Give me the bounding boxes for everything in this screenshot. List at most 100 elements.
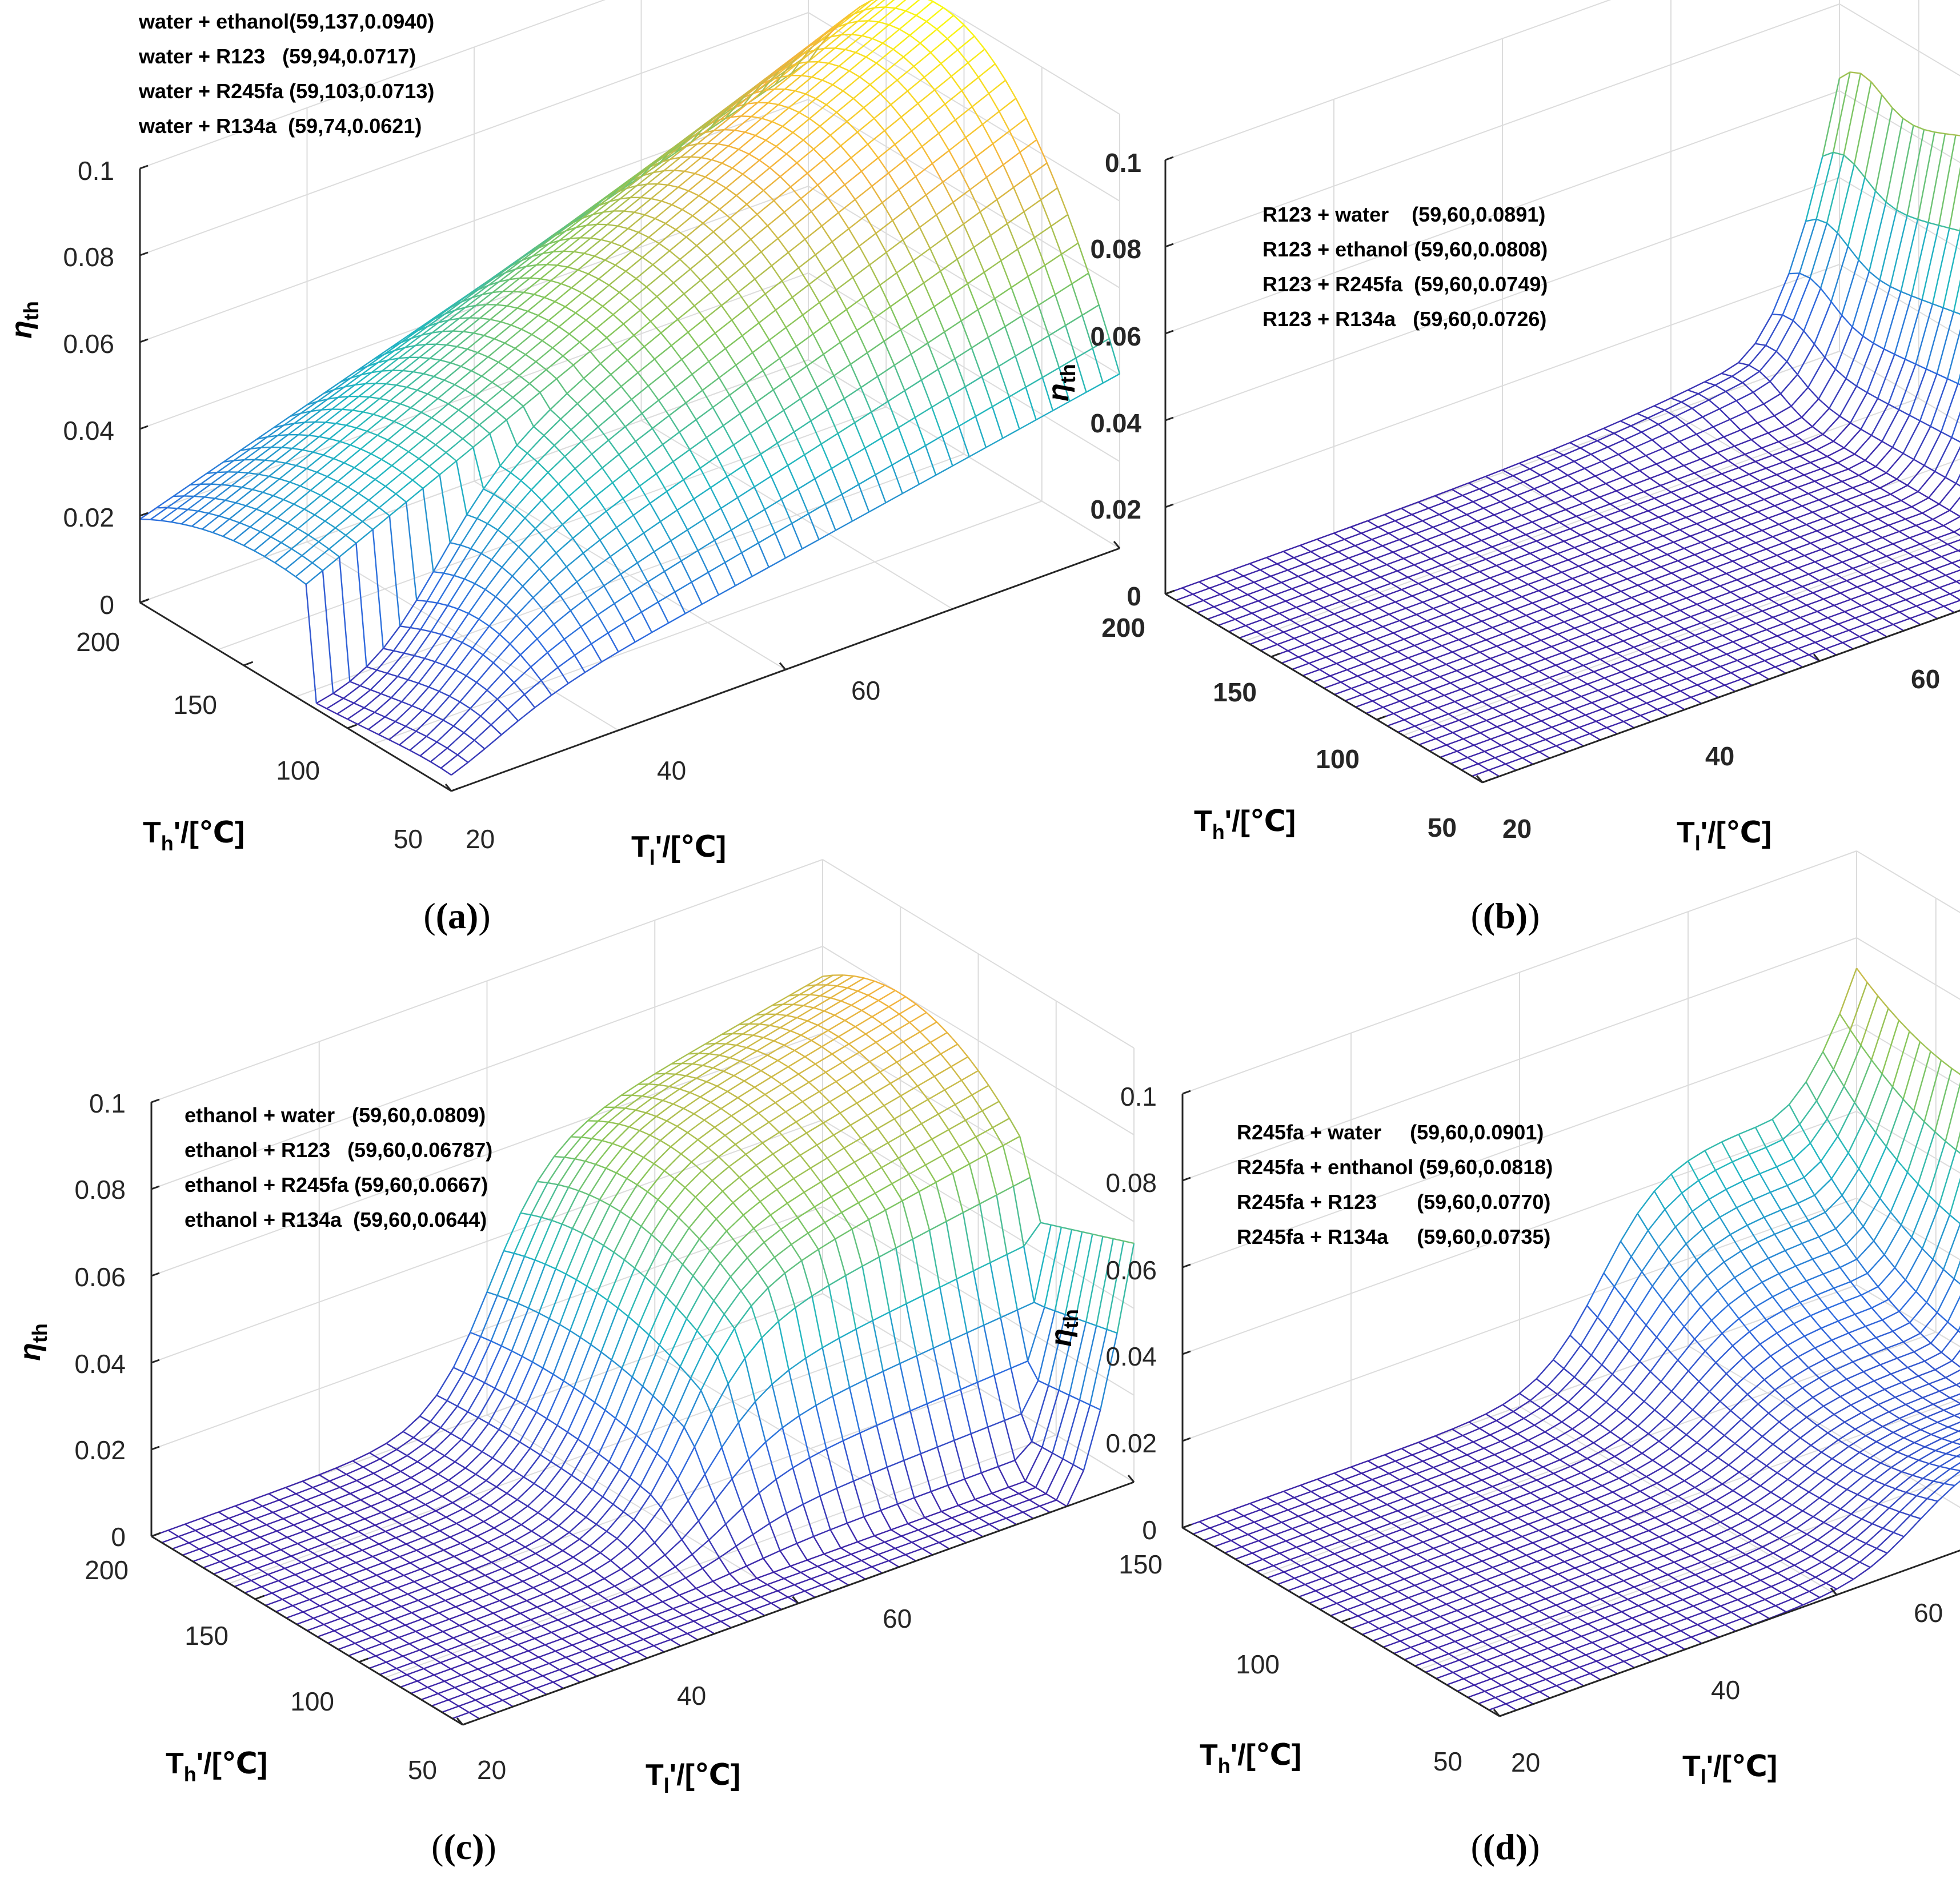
surface-mesh-line xyxy=(992,130,1010,144)
surface-mesh-line xyxy=(1758,672,1770,680)
surface-mesh-line xyxy=(639,473,657,487)
surface-mesh-line xyxy=(1933,599,1945,607)
surface-mesh-line xyxy=(422,488,434,572)
surface-mesh-line xyxy=(1743,647,1755,655)
surface-mesh-line xyxy=(1625,523,1642,530)
surface-mesh-line xyxy=(1601,547,1613,555)
surface-mesh-line xyxy=(1462,657,1474,665)
surface-mesh-line xyxy=(682,195,700,210)
surface-mesh-line xyxy=(630,592,642,613)
surface-mesh-line xyxy=(1228,625,1246,633)
surface-mesh-line xyxy=(1490,652,1508,660)
surface-mesh-line xyxy=(536,624,555,640)
surface-mesh-line xyxy=(1550,475,1568,483)
surface-mesh-line xyxy=(1338,545,1356,553)
surface-mesh-line xyxy=(1646,696,1664,704)
surface-mesh-line xyxy=(940,258,958,272)
surface-mesh-line xyxy=(475,395,487,404)
surface-mesh-line xyxy=(1879,210,1898,280)
surface-mesh-line xyxy=(1494,757,1506,765)
surface-mesh-line xyxy=(1420,632,1432,640)
surface-mesh-line xyxy=(710,487,722,509)
surface-mesh-line xyxy=(1953,311,1960,315)
surface-mesh-line xyxy=(869,84,881,95)
surface-mesh-line xyxy=(716,266,728,279)
surface-mesh-line xyxy=(1761,441,1779,449)
surface-mesh-line xyxy=(646,444,663,458)
surface-mesh-line xyxy=(1819,232,1838,289)
surface-mesh-line xyxy=(1433,520,1450,528)
surface-mesh-line xyxy=(535,361,547,371)
surface-mesh-line xyxy=(364,459,382,474)
surface-mesh-line xyxy=(1614,677,1632,685)
surface-mesh-line xyxy=(1475,633,1487,641)
surface-mesh-line xyxy=(1488,602,1505,610)
surface-mesh-line xyxy=(1382,545,1394,553)
surface-mesh-line xyxy=(1500,501,1512,509)
surface-mesh-line xyxy=(1365,545,1383,553)
surface-mesh-line xyxy=(1658,416,1676,425)
surface-mesh-line xyxy=(1418,738,1436,746)
surface-mesh-line xyxy=(1854,531,1872,539)
surface-mesh-line xyxy=(1536,540,1548,548)
surface-mesh-line xyxy=(560,269,579,284)
surface-mesh-line xyxy=(689,437,707,451)
surface-mesh-line xyxy=(816,387,828,410)
surface-mesh-line xyxy=(1667,634,1679,643)
surface-mesh-line xyxy=(1742,480,1760,488)
surface-mesh-line xyxy=(1443,614,1455,622)
surface-mesh-line xyxy=(470,523,488,549)
surface-mesh-line xyxy=(609,198,620,203)
surface-mesh-line xyxy=(1568,553,1585,561)
surface-mesh-line xyxy=(503,500,515,509)
surface-mesh-line xyxy=(967,62,979,78)
surface-mesh-line xyxy=(705,176,716,183)
surface-mesh-line xyxy=(1478,488,1490,496)
surface-mesh-line xyxy=(1483,501,1501,509)
surface-mesh-line xyxy=(828,23,840,35)
surface-mesh-line xyxy=(507,517,526,539)
surface-mesh-line xyxy=(657,170,675,184)
surface-mesh-line xyxy=(1473,583,1485,591)
surface-mesh-line xyxy=(758,322,770,341)
surface-mesh-line xyxy=(436,575,455,604)
surface-mesh-line xyxy=(1367,601,1379,609)
surface-mesh-line xyxy=(1325,569,1343,577)
surface-mesh-line xyxy=(797,488,809,514)
surface-mesh-line xyxy=(501,546,519,568)
surface-mesh-line xyxy=(1445,577,1463,585)
surface-mesh-line xyxy=(538,243,550,249)
surface-mesh-line xyxy=(427,322,439,327)
surface-mesh-line xyxy=(222,535,234,541)
surface-mesh-line xyxy=(664,359,683,374)
surface-mesh-line xyxy=(772,390,784,411)
surface-mesh-line xyxy=(773,377,791,391)
surface-mesh-line xyxy=(618,454,630,471)
surface-mesh-line xyxy=(1637,578,1655,586)
surface-mesh-line xyxy=(521,315,539,330)
surface-mesh-line xyxy=(1709,579,1721,587)
surface-mesh-line xyxy=(1245,625,1257,633)
surface-mesh-line xyxy=(1633,477,1650,485)
surface-mesh-line xyxy=(1879,568,1891,576)
surface-mesh-line xyxy=(672,461,684,480)
surface-mesh-line xyxy=(1665,659,1683,667)
surface-mesh-line xyxy=(583,239,602,254)
surface-mesh-line xyxy=(876,49,894,64)
surface-mesh-line xyxy=(1534,645,1552,653)
surface-mesh-line xyxy=(1838,623,1850,631)
surface-mesh-line xyxy=(347,472,366,488)
surface-mesh-line xyxy=(308,534,319,543)
surface-mesh-line xyxy=(329,438,340,443)
surface-mesh-line xyxy=(902,227,920,240)
surface-mesh-line xyxy=(396,384,407,388)
surface-mesh-line xyxy=(570,597,588,612)
surface-mesh-line xyxy=(904,159,916,177)
surface-mesh-line xyxy=(786,139,804,155)
surface-mesh-line xyxy=(1234,612,1252,620)
surface-mesh-line xyxy=(1230,600,1242,608)
surface-mesh-line xyxy=(388,725,407,741)
surface-mesh-line xyxy=(853,98,864,109)
surface-mesh-line xyxy=(1686,591,1704,599)
surface-mesh-line xyxy=(1484,744,1502,752)
